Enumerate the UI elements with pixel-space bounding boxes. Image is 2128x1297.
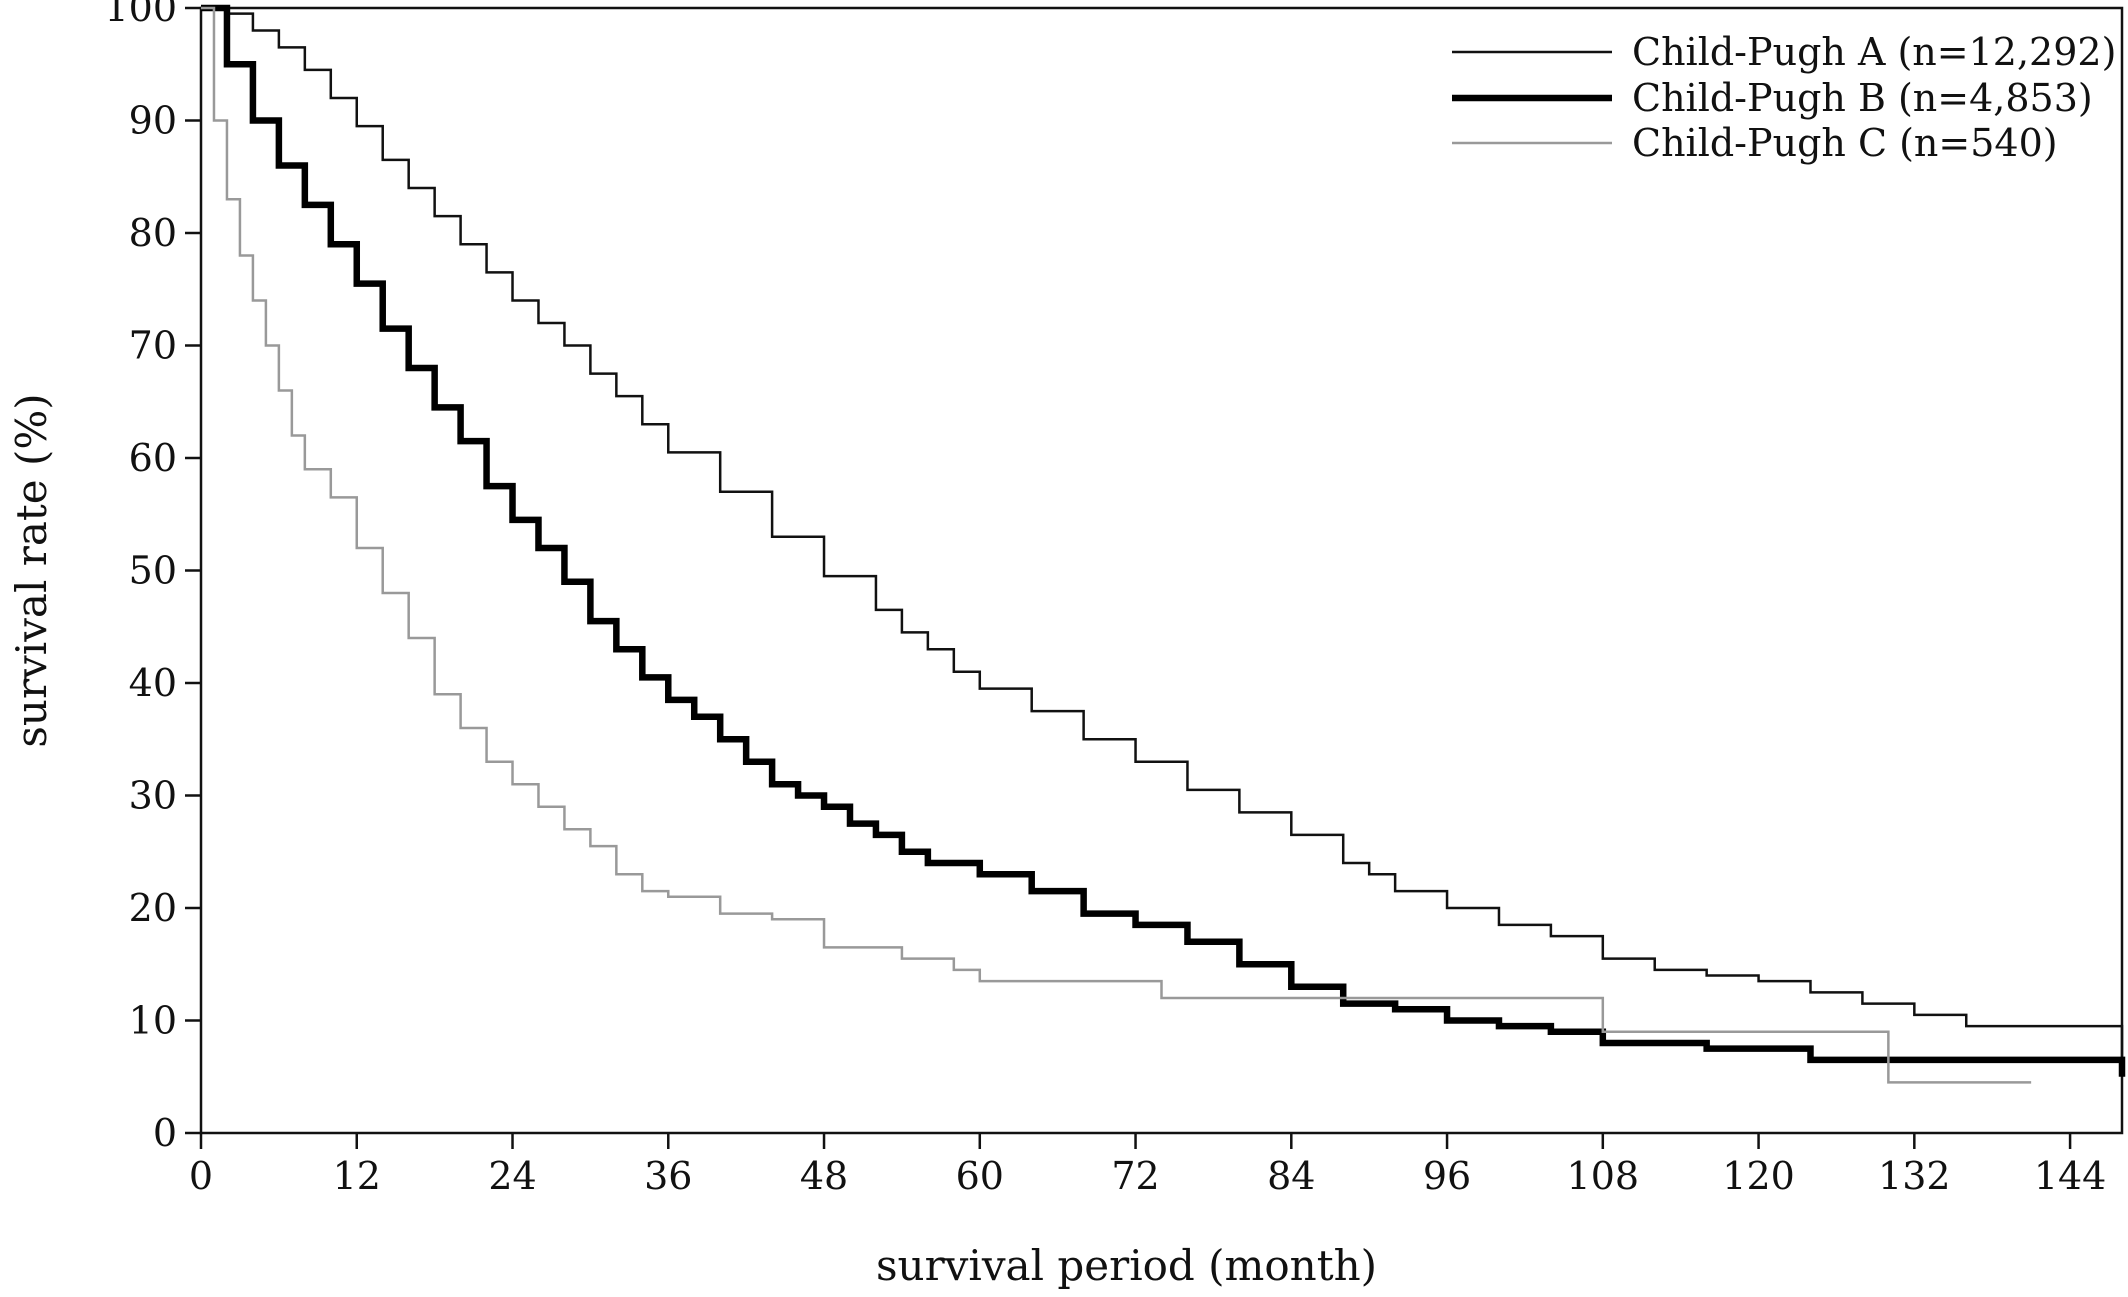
series-line-3 <box>201 6 2032 1084</box>
y-tick-label-9: 90 <box>129 99 177 143</box>
x-tick-label-6: 72 <box>1111 1154 1159 1198</box>
x-tick-label-8: 96 <box>1423 1154 1471 1198</box>
x-tick-label-1: 12 <box>333 1154 381 1198</box>
x-tick-label-3: 36 <box>644 1154 692 1198</box>
series-line-2 <box>201 4 2126 1077</box>
y-tick-label-10: 100 <box>104 0 177 30</box>
y-tick-label-1: 10 <box>129 999 177 1043</box>
series-line-1 <box>201 6 2124 1077</box>
legend-label-3: Child-Pugh C (n=540) <box>1632 121 2058 165</box>
x-tick-label-11: 132 <box>1878 1154 1951 1198</box>
x-tick-label-7: 84 <box>1267 1154 1315 1198</box>
x-tick-label-10: 120 <box>1722 1154 1795 1198</box>
y-tick-label-8: 80 <box>129 211 177 255</box>
y-tick-label-3: 30 <box>129 774 177 818</box>
y-tick-label-4: 40 <box>129 661 177 705</box>
y-tick-label-5: 50 <box>129 549 177 593</box>
legend-label-1: Child-Pugh A (n=12,292) <box>1632 30 2116 74</box>
y-tick-label-6: 60 <box>129 436 177 480</box>
y-tick-label-0: 0 <box>153 1111 177 1155</box>
x-tick-label-5: 60 <box>956 1154 1004 1198</box>
plot-frame <box>199 6 2124 1135</box>
legend-label-2: Child-Pugh B (n=4,853) <box>1632 76 2093 120</box>
x-tick-label-0: 0 <box>189 1154 213 1198</box>
x-tick-label-2: 24 <box>488 1154 536 1198</box>
x-axis-title: survival period (month) <box>876 1241 1377 1290</box>
x-tick-label-4: 48 <box>800 1154 848 1198</box>
y-axis-title: survival rate (%) <box>7 393 56 747</box>
x-tick-label-12: 144 <box>2034 1154 2107 1198</box>
x-tick-label-9: 108 <box>1567 1154 1640 1198</box>
y-tick-label-7: 70 <box>129 324 177 368</box>
y-tick-label-2: 20 <box>129 886 177 930</box>
